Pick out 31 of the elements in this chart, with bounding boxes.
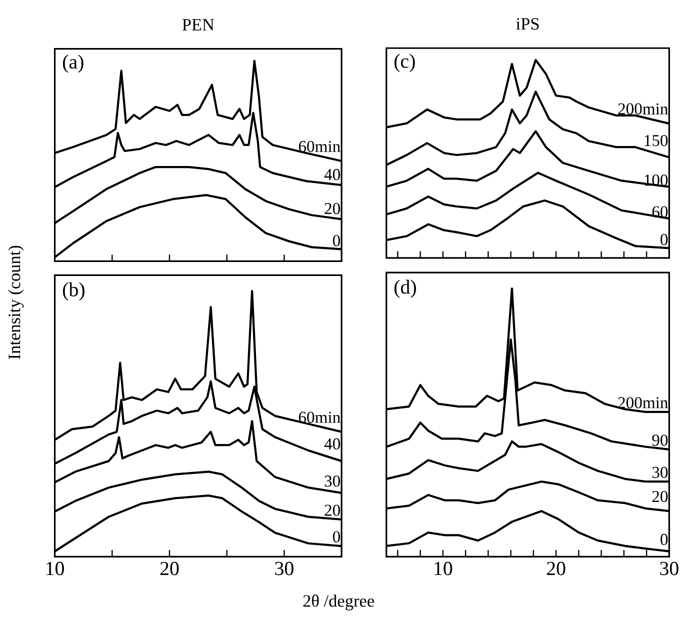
series-label: 40: [324, 168, 340, 180]
series-label: 30: [652, 466, 668, 478]
series-label: 60min: [298, 140, 340, 152]
series-label: 0: [332, 234, 340, 246]
series-label: 90: [652, 434, 668, 446]
annotation: (c): [394, 54, 415, 72]
series-label: 150: [644, 134, 668, 146]
x-tick-label: 10: [434, 562, 452, 576]
x-tick-label: 10: [46, 562, 64, 576]
chart-title: iPS: [516, 18, 539, 30]
series-label: 30: [324, 475, 340, 487]
series-label: 20: [324, 202, 340, 214]
series-label: 200min: [618, 396, 668, 408]
series-label: 0: [660, 534, 668, 545]
annotation: (d): [394, 280, 416, 298]
chart-title: PEN: [182, 18, 214, 30]
series-label: 60min: [298, 412, 340, 423]
annotation: (a): [62, 54, 84, 73]
x-tick-label: 20: [546, 562, 566, 576]
x-axis-title: 2θ /degree: [303, 594, 374, 610]
series-label: 200min: [618, 103, 668, 114]
series-label: 0: [332, 531, 340, 542]
series-label: 40: [324, 438, 340, 450]
x-tick-label: 30: [275, 562, 294, 576]
y-axis-title: Intensity (count): [8, 246, 24, 359]
series-label: 20: [652, 490, 668, 502]
series-label: 0: [660, 234, 668, 245]
x-tick-label: 30: [660, 562, 678, 576]
x-tick-label: 20: [160, 562, 179, 576]
annotation: (b): [62, 282, 84, 300]
series-label: 20: [324, 504, 340, 516]
